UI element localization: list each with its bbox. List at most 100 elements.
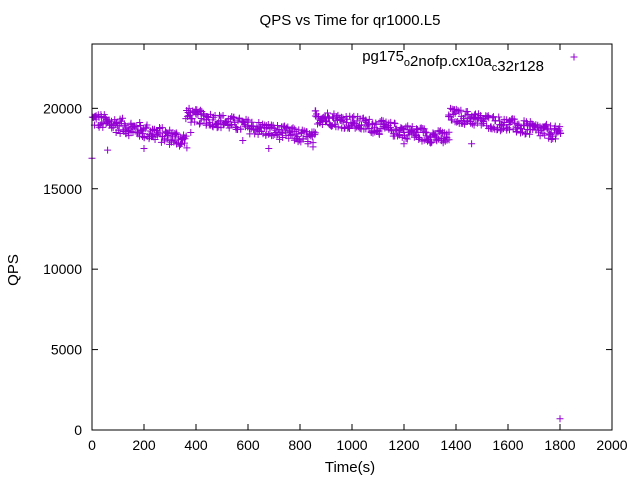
x-tick-label: 1000 [336,437,367,453]
data-point [294,133,302,141]
data-point [219,111,227,119]
data-point [378,116,386,124]
data-point [157,138,165,146]
data-point [140,145,148,153]
data-point [334,123,342,131]
y-tick-label: 20000 [43,100,82,116]
data-point [461,112,469,120]
data-point [196,106,204,114]
data-point [324,109,332,117]
data-point [289,131,297,139]
data-point [200,111,208,119]
legend-label-part: pg175 [362,48,404,65]
data-point [339,114,347,122]
data-point [230,113,238,121]
data-point [457,106,465,114]
data-point [404,122,412,130]
data-point [498,125,506,133]
data-point [468,120,476,128]
data-point [431,130,439,138]
data-point [231,118,239,126]
data-point [495,113,503,121]
data-point [318,121,326,129]
data-point [544,126,552,134]
y-tick-label: 10000 [43,261,82,277]
data-point [229,115,237,123]
data-point [164,131,172,139]
data-point [137,122,145,130]
x-tick-label: 200 [132,437,156,453]
data-point [119,126,127,134]
data-point [445,136,453,144]
data-point [447,104,455,112]
x-tick-label: 1400 [440,437,471,453]
data-point [255,118,263,126]
x-tick-label: 2000 [596,437,627,453]
data-point [455,108,463,116]
data-point [119,114,127,122]
data-point [408,129,416,137]
data-point [542,120,550,128]
data-point [182,132,190,140]
x-axis: 0 200 400 600 800 1000 1200 1400 1600 1800 2000 [88,44,628,453]
data-point [427,139,435,147]
legend: pg175o2nofp.cx10ac32r128 [362,48,578,75]
x-axis-label: Time(s) [325,459,375,476]
data-point [187,128,195,136]
data-point [400,140,408,148]
data-points [88,104,565,423]
data-point [437,134,445,142]
data-point [248,118,256,126]
data-point [403,135,411,143]
data-point [547,135,555,143]
data-point [108,117,116,125]
legend-label-part: c [492,62,498,74]
data-point [136,118,144,126]
data-point [446,112,454,120]
data-point [237,125,245,133]
data-point [349,114,357,122]
data-point [415,136,423,144]
x-tick-label: 800 [288,437,312,453]
data-point [373,126,381,134]
data-point [194,111,202,119]
data-point [311,129,319,137]
data-point [274,122,282,130]
data-point [408,123,416,131]
data-point [195,120,203,128]
data-point [422,129,430,137]
data-point [289,124,297,132]
data-point [265,130,273,138]
data-point [151,135,159,143]
data-point [263,125,271,133]
data-point [140,133,148,141]
data-point [522,130,530,138]
data-point [180,139,188,147]
x-tick-label: 0 [88,437,96,453]
data-point [309,143,317,151]
data-point [479,117,487,125]
data-point [557,129,565,137]
legend-label-part: o [404,57,410,69]
data-point [98,119,106,127]
data-point [143,121,151,129]
legend-label: pg175o2nofp.cx10ac32r128 [362,48,544,75]
data-point [463,107,471,115]
data-point [262,131,270,139]
y-axis-label: QPS [5,254,22,286]
data-point [164,131,172,139]
data-point [421,128,429,136]
legend-marker-glyph [570,53,578,61]
data-point [507,118,515,126]
data-point [209,113,217,121]
data-point [344,123,352,131]
data-point [196,119,204,127]
data-point [172,129,180,137]
data-point [451,109,459,117]
data-point [214,123,222,131]
data-point [510,115,518,123]
data-point [295,136,303,144]
data-point [91,112,99,120]
chart-title: QPS vs Time for qr1000.L5 [260,12,441,29]
